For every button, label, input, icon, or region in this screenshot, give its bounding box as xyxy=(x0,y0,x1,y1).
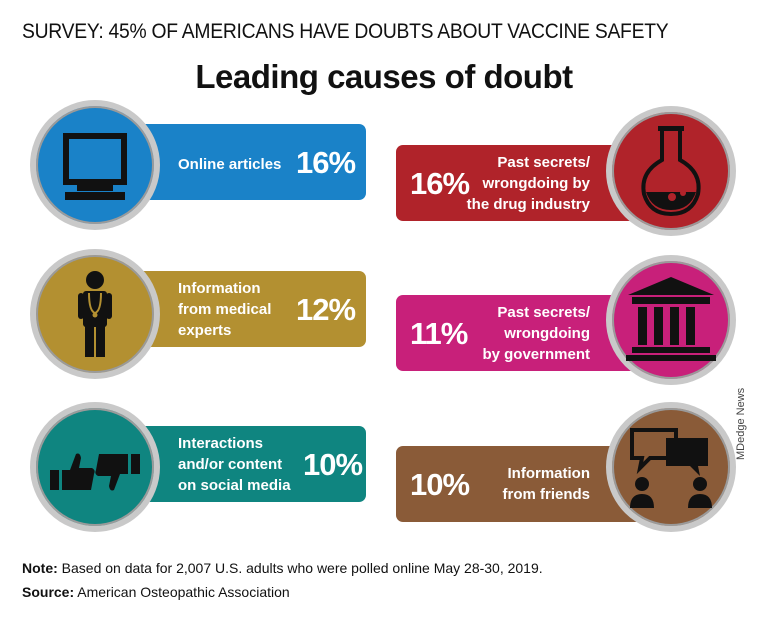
cause-label-line: Information xyxy=(178,280,261,297)
cause-percent: 11% xyxy=(410,316,468,351)
friends-circle xyxy=(606,402,736,532)
cause-label-line: the drug industry xyxy=(466,196,590,213)
government-circle xyxy=(606,255,736,385)
cause-percent: 16% xyxy=(410,166,470,201)
cause-label-line: wrongdoing xyxy=(504,325,590,342)
cause-percent: 12% xyxy=(296,292,356,327)
credit-text: MDedge News xyxy=(735,387,747,460)
social-media-circle xyxy=(30,402,160,532)
page-subtitle: Leading causes of doubt xyxy=(195,58,573,95)
cause-label-line: experts xyxy=(178,322,232,339)
cause-percent: 16% xyxy=(296,145,356,180)
note-line: Note: Based on data for 2,007 U.S. adult… xyxy=(22,560,543,576)
cause-drug-industry: 16% Past secrets/ wrongdoing by the drug… xyxy=(396,145,646,221)
flask-icon xyxy=(641,126,701,217)
cause-label-line: on social media xyxy=(178,477,291,494)
government-building-icon xyxy=(626,277,716,361)
source-text: American Osteopathic Association xyxy=(74,584,290,600)
cause-label-line: wrongdoing by xyxy=(482,175,590,192)
cause-label-line: and/or content xyxy=(178,456,283,473)
cause-percent: 10% xyxy=(303,447,363,482)
cause-friends: 10% Information from friends xyxy=(396,446,646,522)
page-title: SURVEY: 45% OF AMERICANS HAVE DOUBTS ABO… xyxy=(22,20,669,43)
cause-government: 11% Past secrets/ wrongdoing by governme… xyxy=(396,295,646,371)
drug-industry-circle xyxy=(606,106,736,236)
cause-label-line: Information xyxy=(507,465,591,482)
note-label: Note: xyxy=(22,560,58,576)
cause-label: Online articles xyxy=(178,156,282,173)
cause-label-line: from friends xyxy=(502,486,590,503)
cause-label-line: by government xyxy=(482,346,590,363)
cause-percent: 10% xyxy=(410,467,470,502)
medical-experts-circle xyxy=(30,249,160,379)
source-line: Source: American Osteopathic Association xyxy=(22,584,290,600)
source-label: Source: xyxy=(22,584,75,600)
doctor-icon xyxy=(78,271,112,357)
speech-bubbles-icon xyxy=(630,428,712,508)
thumbs-up-down-icon xyxy=(50,453,140,491)
note-text: Based on data for 2,007 U.S. adults who … xyxy=(57,560,543,576)
cause-label-line: from medical xyxy=(178,301,272,318)
computer-monitor-icon xyxy=(63,133,127,200)
cause-label-line: Past secrets/ xyxy=(497,304,590,321)
online-articles-circle xyxy=(30,100,160,230)
cause-label-line: Interactions xyxy=(178,435,264,452)
cause-label-line: Past secrets/ xyxy=(497,154,590,171)
